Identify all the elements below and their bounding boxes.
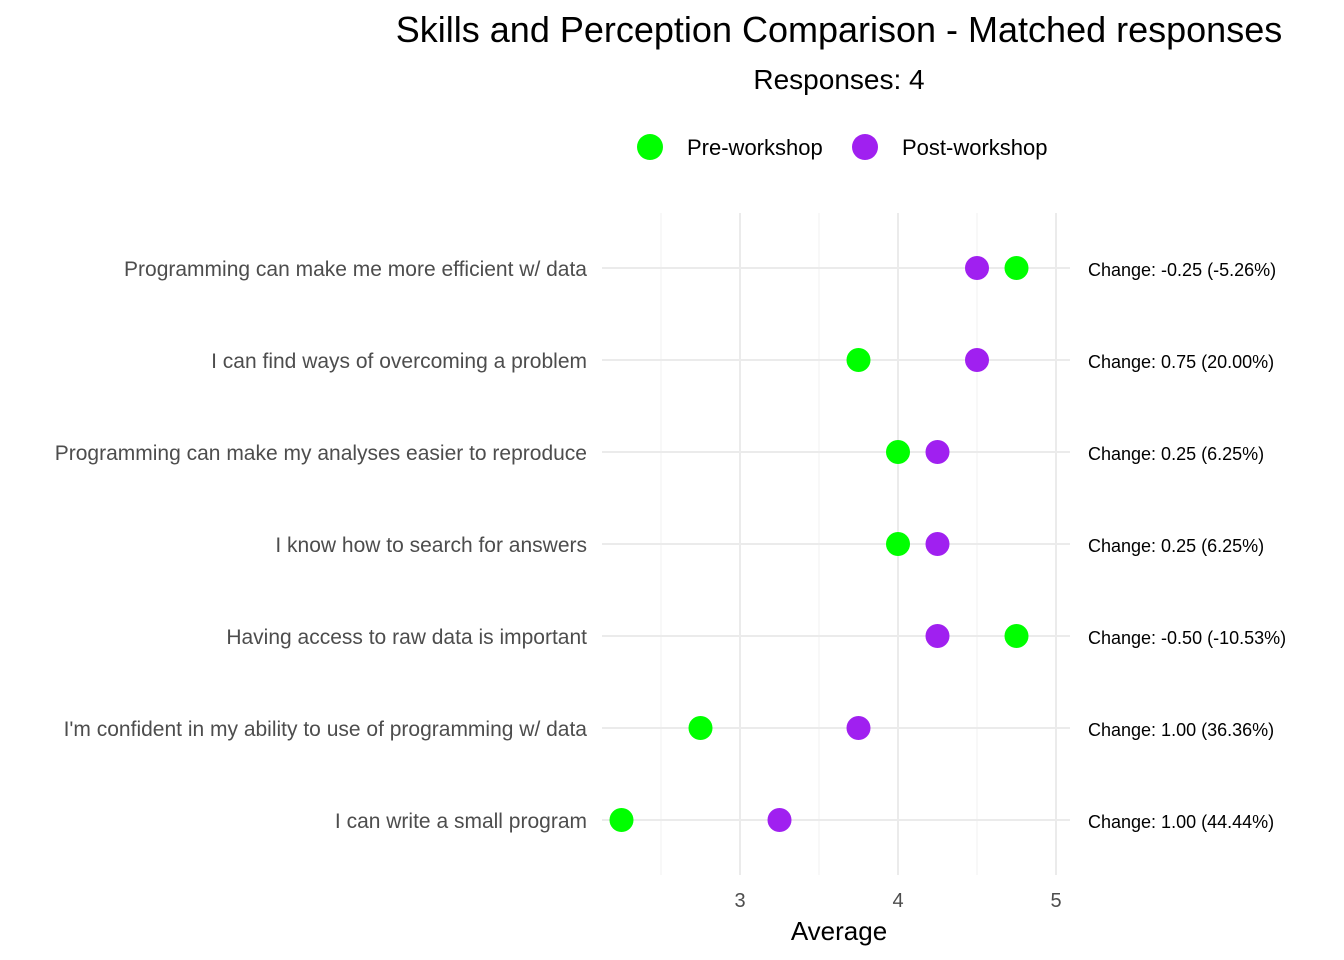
pre-workshop-point <box>886 532 910 556</box>
pre-workshop-point <box>609 808 634 832</box>
chart-subtitle: Responses: 4 <box>753 64 924 95</box>
post-workshop-point <box>846 716 871 740</box>
post-workshop-point <box>925 624 950 648</box>
post-workshop-point <box>925 532 950 556</box>
x-axis-ticks: 3 4 5 <box>734 890 1061 912</box>
chart-row: Programming can make my analyses easier … <box>55 440 1264 465</box>
chart-row: Programming can make me more efficient w… <box>124 256 1276 281</box>
chart-row: I can write a small program Change: 1.00 … <box>335 808 1274 833</box>
x-tick-label: 3 <box>734 890 745 912</box>
pre-workshop-point <box>846 348 871 372</box>
change-label: Change: -0.25 (-5.26%) <box>1088 260 1276 280</box>
legend-pre-workshop-marker <box>637 134 663 160</box>
chart-title: Skills and Perception Comparison - Match… <box>396 9 1282 50</box>
category-label: Programming can make my analyses easier … <box>55 442 587 465</box>
change-label: Change: 0.25 (6.25%) <box>1088 444 1264 464</box>
legend-post-workshop-label: Post-workshop <box>902 135 1048 160</box>
pre-workshop-point <box>886 440 910 464</box>
x-tick-label: 4 <box>892 890 903 912</box>
legend-post-workshop-marker <box>852 134 878 160</box>
category-label: I know how to search for answers <box>275 534 587 557</box>
change-label: Change: 1.00 (36.36%) <box>1088 720 1274 740</box>
change-label: Change: 0.25 (6.25%) <box>1088 536 1264 556</box>
category-label: I can write a small program <box>335 810 587 833</box>
chart-row: Having access to raw data is important Ch… <box>226 624 1286 649</box>
pre-workshop-point <box>1004 256 1029 280</box>
change-label: Change: 1.00 (44.44%) <box>1088 812 1274 832</box>
pre-workshop-point <box>688 716 713 740</box>
category-label: Having access to raw data is important <box>226 626 587 649</box>
plot-rows: Programming can make me more efficient w… <box>55 256 1286 833</box>
change-label: Change: 0.75 (20.00%) <box>1088 352 1274 372</box>
category-label: I'm confident in my ability to use of pr… <box>64 718 588 741</box>
post-workshop-point <box>767 808 792 832</box>
x-tick-label: 5 <box>1050 890 1061 912</box>
pre-workshop-point <box>1004 624 1029 648</box>
category-label: Programming can make me more efficient w… <box>124 258 587 281</box>
chart-row: I'm confident in my ability to use of pr… <box>64 716 1274 741</box>
post-workshop-point <box>965 348 989 372</box>
legend: Pre-workshop Post-workshop <box>637 134 1048 160</box>
change-label: Change: -0.50 (-10.53%) <box>1088 628 1286 648</box>
chart-row: I know how to search for answers Change: … <box>275 532 1264 557</box>
legend-pre-workshop-label: Pre-workshop <box>687 135 823 160</box>
x-axis-title: Average <box>791 916 887 946</box>
post-workshop-point <box>965 256 989 280</box>
post-workshop-point <box>925 440 950 464</box>
chart-row: I can find ways of overcoming a problem C… <box>211 348 1274 373</box>
category-label: I can find ways of overcoming a problem <box>211 350 587 373</box>
